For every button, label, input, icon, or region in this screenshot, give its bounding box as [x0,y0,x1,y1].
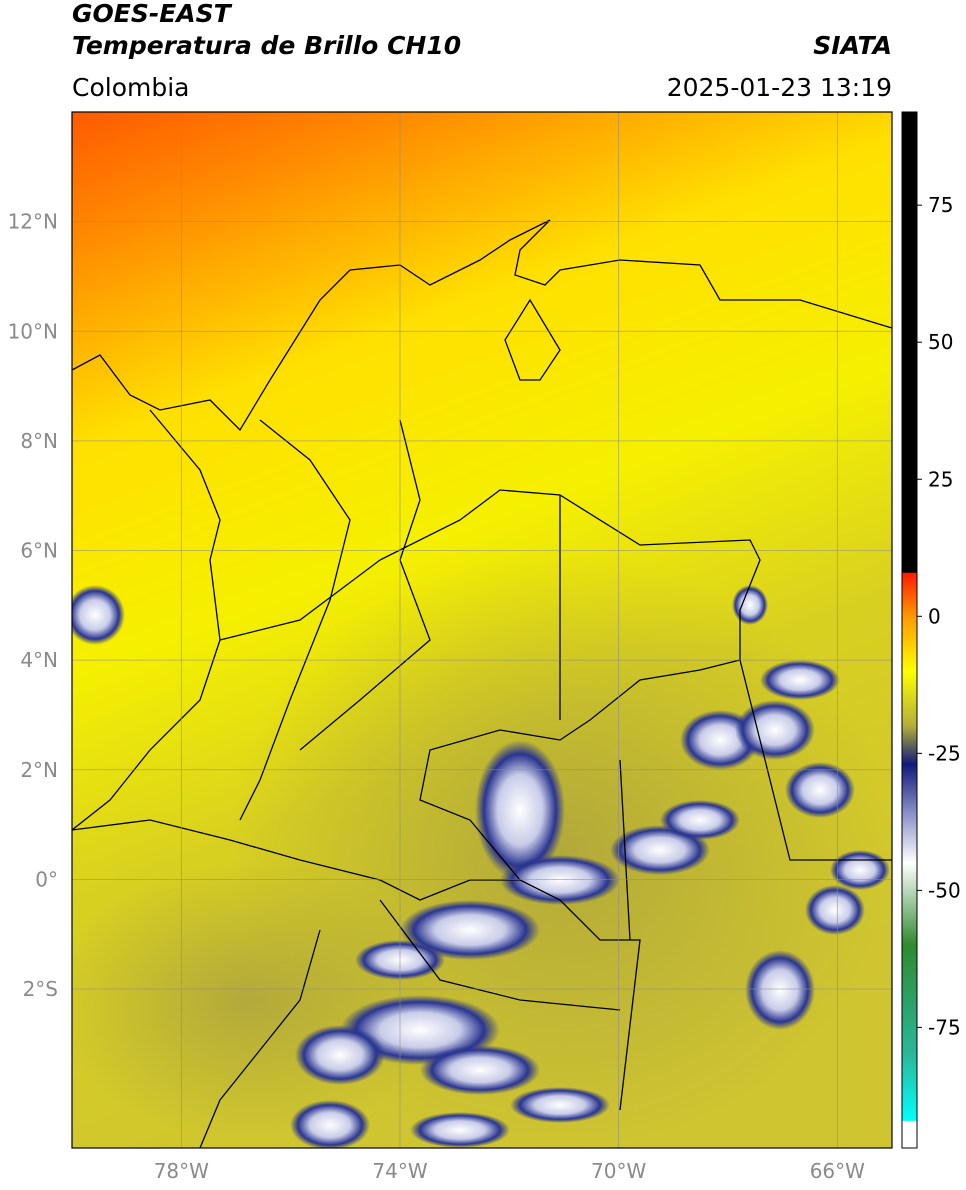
colorbar-label: 75 [928,193,953,217]
colorbar-label: 0 [928,604,941,628]
map-image [72,112,892,1148]
product-title: Temperatura de Brillo CH10 [72,31,461,60]
lon-label: 70°W [591,1159,646,1183]
colorbar-label: -50 [928,878,961,902]
lat-label: 10°N [8,319,58,343]
colorbar-label: -25 [928,741,961,765]
colorbar [902,112,917,1148]
lon-label: 78°W [154,1159,209,1183]
lon-label: 74°W [372,1159,427,1183]
graticule [72,112,892,1148]
region: Colombia [72,73,189,102]
lon-label: 66°W [810,1159,865,1183]
colorbar-label: 50 [928,330,953,354]
datetime: 2025-01-23 13:19 [667,73,892,102]
lat-label: 4°N [20,648,58,672]
colorbar-label: -75 [928,1015,961,1039]
map-frame [71,111,893,1149]
lat-label: 6°N [20,539,58,563]
satellite-title: GOES-EAST [72,0,233,28]
lat-label: 2°N [20,758,58,782]
lat-label: 0° [35,867,58,891]
lat-label: 8°N [20,429,58,453]
lat-label: 12°N [8,210,58,234]
source: SIATA [813,31,892,60]
colorbar-label: 25 [928,467,953,491]
colorbar-frame [901,111,918,1149]
lat-label: 2°S [23,977,58,1001]
